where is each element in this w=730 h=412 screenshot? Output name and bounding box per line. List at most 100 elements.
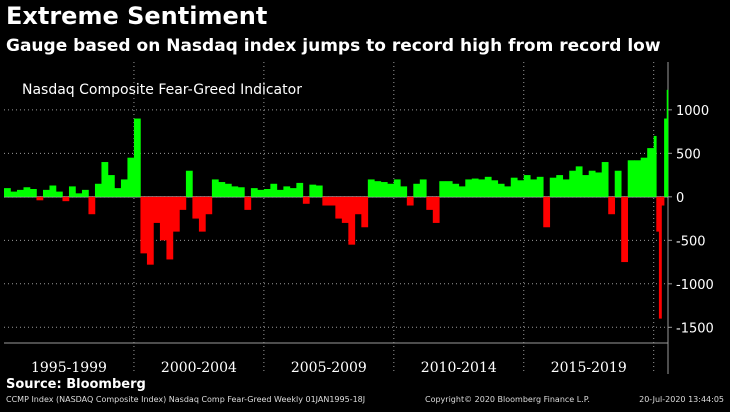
bar: [661, 196, 665, 206]
chart-bars: [4, 89, 669, 319]
bar: [127, 157, 135, 197]
chart-title: Extreme Sentiment: [6, 2, 268, 30]
bar: [263, 188, 271, 197]
period-label: 2010-2014: [421, 360, 497, 376]
bar: [491, 180, 499, 197]
bar: [458, 186, 466, 197]
bar: [153, 196, 161, 223]
bar: [159, 196, 167, 241]
footer-index-info: CCMP Index (NASDAQ Composite Index) Nasd…: [6, 395, 366, 404]
source-note: Source: Bloomberg: [6, 377, 146, 392]
bar: [36, 196, 44, 201]
bar: [335, 196, 343, 219]
bar: [276, 189, 284, 197]
bar: [556, 175, 564, 197]
bar: [231, 186, 239, 197]
bar: [166, 196, 174, 260]
bar: [656, 196, 660, 232]
bar: [523, 175, 531, 197]
y-axis-ticks: 1000 500 0 -500 -1000 -1500: [668, 104, 714, 336]
bar: [562, 179, 570, 197]
bar: [354, 196, 362, 215]
bar: [296, 182, 304, 197]
bar: [315, 185, 323, 197]
bar: [205, 196, 213, 215]
bar: [484, 176, 492, 197]
x-axis-periods: 1995-1999 2000-2004 2005-2009 2010-2014 2015…: [31, 360, 627, 376]
footer-copyright: Copyright© 2020 Bloomberg Finance L.P.: [425, 395, 590, 404]
bar: [42, 189, 50, 197]
bar: [530, 179, 538, 197]
bar: [634, 160, 642, 197]
period-label: 2015-2019: [551, 360, 627, 376]
y-tick-label: 0: [676, 191, 684, 206]
y-tick-label: -500: [676, 234, 706, 249]
bar: [114, 188, 122, 197]
bar: [289, 188, 297, 197]
bar: [367, 179, 375, 197]
bar: [107, 175, 115, 197]
bar: [664, 118, 668, 197]
bar: [588, 170, 596, 197]
bar: [621, 196, 629, 263]
bar: [68, 186, 76, 197]
bar: [380, 182, 388, 197]
bar: [328, 196, 336, 206]
bar: [658, 196, 662, 319]
bar: [543, 196, 551, 228]
bar: [640, 157, 648, 197]
y-tick-label: -1000: [676, 278, 714, 293]
bar: [575, 166, 583, 197]
bar: [55, 191, 63, 197]
bar: [224, 183, 232, 197]
bar: [257, 189, 265, 197]
bar: [653, 135, 657, 197]
bar: [465, 179, 473, 197]
bar: [322, 196, 330, 206]
chart-grid: [4, 62, 668, 374]
bar: [81, 189, 89, 197]
bar: [361, 196, 369, 228]
bar: [595, 172, 603, 197]
bar: [270, 183, 278, 197]
bar: [445, 181, 453, 197]
bar: [309, 184, 317, 197]
bar: [49, 185, 57, 197]
bar: [426, 196, 434, 210]
bar: [608, 196, 616, 215]
bar: [62, 196, 70, 202]
bar: [400, 186, 408, 197]
bar: [244, 196, 252, 210]
bar: [23, 187, 31, 197]
bar: [601, 162, 609, 197]
bar: [510, 177, 518, 197]
bar: [413, 183, 421, 197]
bar: [432, 196, 440, 223]
bar: [75, 193, 83, 197]
bar: [582, 175, 590, 197]
series-label: Nasdaq Composite Fear-Greed Indicator: [22, 82, 302, 98]
bar: [192, 196, 200, 219]
chart-subtitle: Gauge based on Nasdaq index jumps to rec…: [6, 36, 661, 56]
bar: [517, 180, 525, 197]
period-label: 1995-1999: [31, 360, 107, 376]
bar: [406, 196, 414, 206]
bar: [471, 178, 479, 197]
bar: [94, 183, 102, 197]
bar: [647, 148, 655, 197]
bar: [237, 187, 245, 197]
bar: [439, 181, 447, 197]
bar: [348, 196, 356, 245]
bar: [569, 170, 577, 197]
bar: [4, 188, 11, 197]
bar: [101, 162, 109, 197]
bar: [536, 176, 544, 197]
footer-timestamp: 20-Jul-2020 13:44:05: [639, 395, 724, 404]
period-label: 2000-2004: [161, 360, 237, 376]
bar: [627, 160, 635, 197]
bar: [218, 182, 226, 197]
bar: [374, 181, 382, 197]
bar: [133, 118, 141, 197]
y-tick-label: 500: [676, 147, 701, 162]
